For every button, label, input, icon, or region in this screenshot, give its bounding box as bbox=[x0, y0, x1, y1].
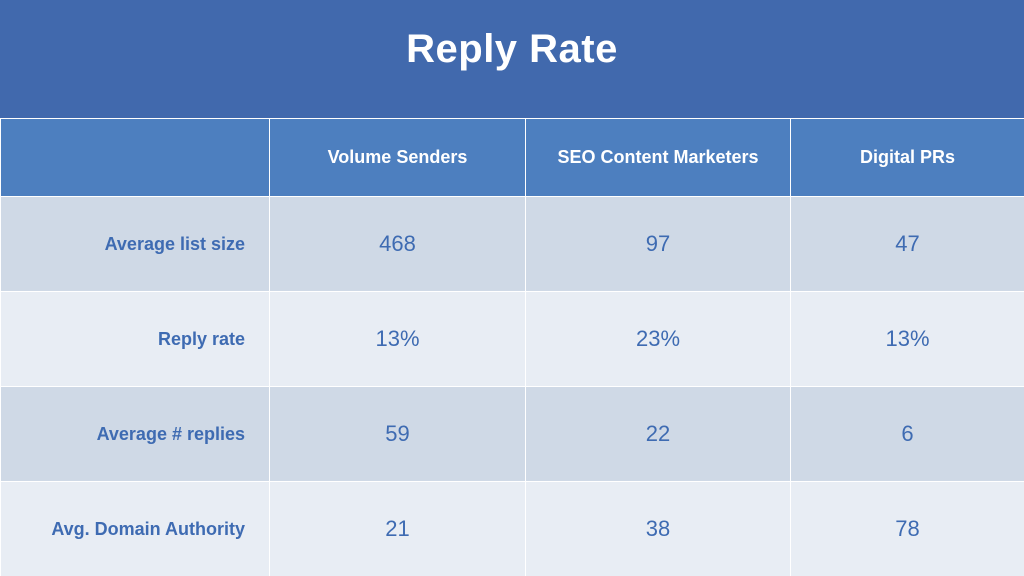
table-cell: 13% bbox=[269, 291, 526, 387]
table-cell: 38 bbox=[525, 481, 791, 576]
table-cell: 13% bbox=[790, 291, 1024, 387]
table-row: Average list size 468 97 47 bbox=[0, 196, 1024, 292]
row-label: Reply rate bbox=[0, 291, 270, 387]
table-cell: 47 bbox=[790, 196, 1024, 292]
table-cell: 6 bbox=[790, 386, 1024, 482]
table-row: Average # replies 59 22 6 bbox=[0, 386, 1024, 482]
row-label: Average # replies bbox=[0, 386, 270, 482]
table-header-row: Volume Senders SEO Content Marketers Dig… bbox=[0, 118, 1024, 197]
header-corner-cell bbox=[0, 118, 270, 197]
table-cell: 21 bbox=[269, 481, 526, 576]
title-bar: Reply Rate bbox=[0, 0, 1024, 118]
column-header: SEO Content Marketers bbox=[525, 118, 791, 197]
table-row: Avg. Domain Authority 21 38 78 bbox=[0, 481, 1024, 576]
row-label: Average list size bbox=[0, 196, 270, 292]
table-cell: 97 bbox=[525, 196, 791, 292]
column-header: Volume Senders bbox=[269, 118, 526, 197]
row-label: Avg. Domain Authority bbox=[0, 481, 270, 576]
column-header: Digital PRs bbox=[790, 118, 1024, 197]
slide-title: Reply Rate bbox=[406, 26, 618, 71]
table-cell: 78 bbox=[790, 481, 1024, 576]
table-row: Reply rate 13% 23% 13% bbox=[0, 291, 1024, 387]
table-cell: 468 bbox=[269, 196, 526, 292]
table-cell: 22 bbox=[525, 386, 791, 482]
table-cell: 23% bbox=[525, 291, 791, 387]
reply-rate-table: Volume Senders SEO Content Marketers Dig… bbox=[0, 118, 1024, 576]
table-cell: 59 bbox=[269, 386, 526, 482]
